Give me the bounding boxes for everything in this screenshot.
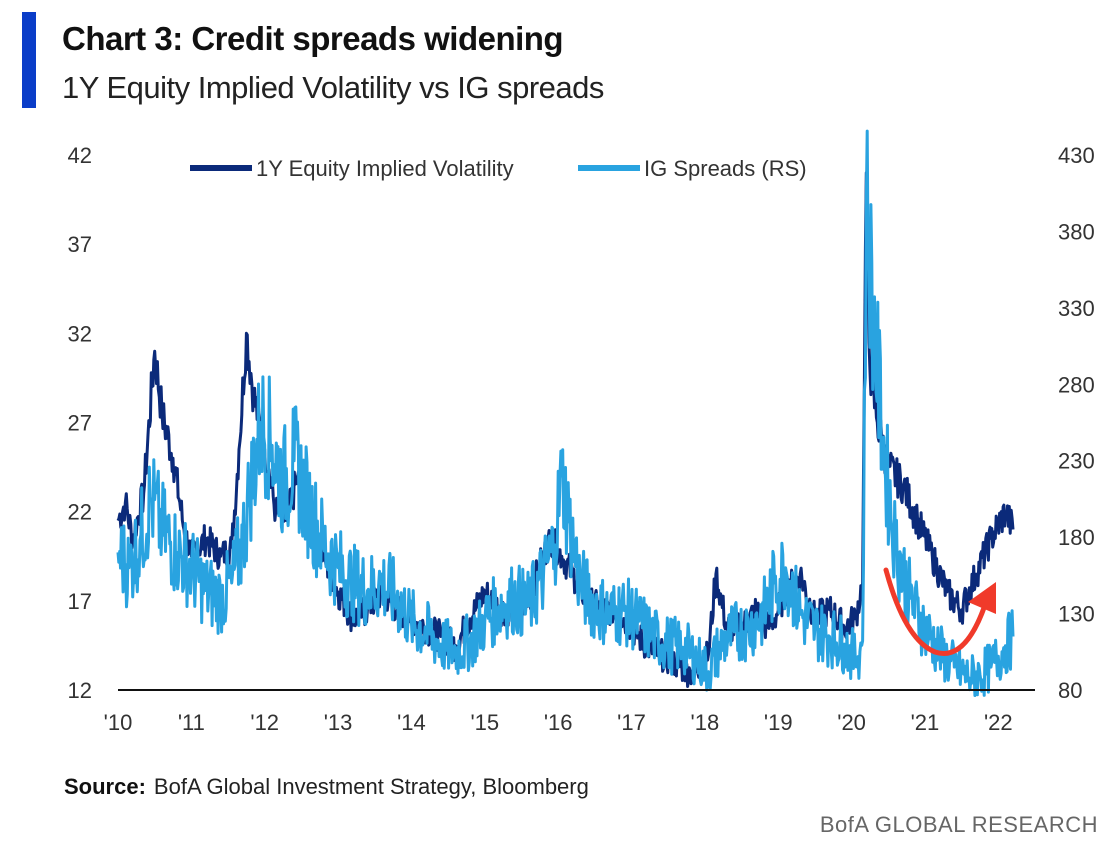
left-tick-label: 42	[68, 143, 92, 168]
legend: 1Y Equity Implied Volatility IG Spreads …	[190, 156, 807, 181]
chart-area: 12 17 22 27 32 37 42 80 130 180 230 280 330 380 430 '…	[68, 129, 1095, 735]
legend-ig-label: IG Spreads (RS)	[644, 156, 807, 181]
x-tick-label: '13	[324, 710, 353, 735]
title-accent-bar	[22, 12, 36, 108]
left-tick-label: 32	[68, 321, 92, 346]
right-tick-label: 380	[1058, 219, 1095, 244]
series-line-ig-spreads	[116, 129, 1015, 697]
x-tick-label: '18	[691, 710, 720, 735]
x-axis-ticks: '10 '11 '12 '13 '14 '15 '16 '17 '18 '19 '20 '21 '22	[104, 710, 1013, 735]
x-tick-label: '14	[397, 710, 426, 735]
left-axis-ticks: 12 17 22 27 32 37 42	[68, 143, 92, 703]
source-note: Source: BofA Global Investment Strategy, …	[64, 774, 589, 800]
arrow-head	[968, 582, 996, 614]
x-tick-label: '16	[544, 710, 573, 735]
chart-subtitle: 1Y Equity Implied Volatility vs IG sprea…	[62, 70, 604, 105]
chart-title: Chart 3: Credit spreads widening	[62, 20, 564, 57]
right-tick-label: 230	[1058, 449, 1095, 474]
right-tick-label: 130	[1058, 602, 1095, 627]
right-axis-ticks: 80 130 180 230 280 330 380 430	[1058, 143, 1095, 703]
left-tick-label: 27	[68, 411, 92, 436]
legend-vol-label: 1Y Equity Implied Volatility	[256, 156, 514, 181]
right-tick-label: 80	[1058, 678, 1082, 703]
x-tick-label: '22	[984, 710, 1013, 735]
left-tick-label: 12	[68, 678, 92, 703]
x-tick-label: '21	[911, 710, 940, 735]
series-layer	[116, 129, 1015, 697]
arrow-curve	[883, 567, 988, 656]
x-tick-label: '19	[764, 710, 793, 735]
source-text: BofA Global Investment Strategy, Bloombe…	[153, 774, 589, 799]
x-tick-label: '12	[250, 710, 279, 735]
x-tick-label: '20	[837, 710, 866, 735]
x-tick-label: '11	[178, 710, 205, 735]
right-tick-label: 180	[1058, 525, 1095, 550]
source-label: Source:	[64, 774, 146, 799]
right-tick-label: 430	[1058, 143, 1095, 168]
x-tick-label: '10	[104, 710, 133, 735]
right-tick-label: 330	[1058, 296, 1095, 321]
left-tick-label: 37	[68, 232, 92, 257]
x-tick-label: '17	[617, 710, 646, 735]
x-tick-label: '15	[470, 710, 499, 735]
left-tick-label: 22	[68, 500, 92, 525]
trend-arrow-annotation	[883, 567, 996, 656]
brand-footer: BofA GLOBAL RESEARCH	[819, 812, 1098, 837]
left-tick-label: 17	[68, 589, 92, 614]
right-tick-label: 280	[1058, 372, 1095, 397]
